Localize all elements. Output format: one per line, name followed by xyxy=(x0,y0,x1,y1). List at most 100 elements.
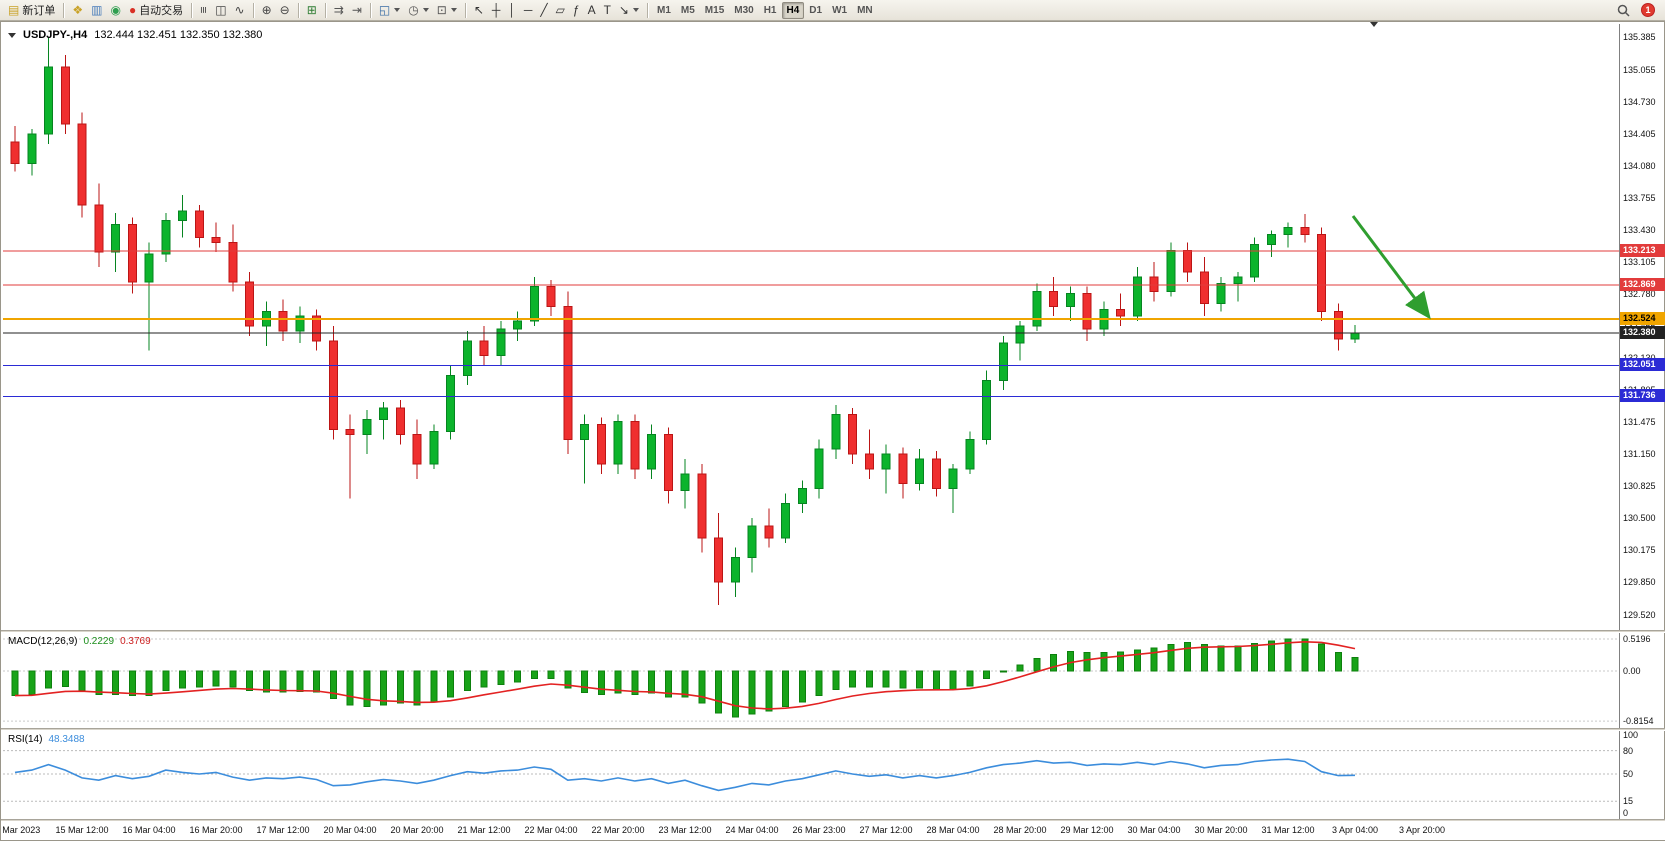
fibonacci-icon[interactable]: ƒ xyxy=(572,3,580,17)
tile-windows-icon[interactable]: ⊞ xyxy=(306,3,317,17)
price-axis[interactable]: 135.385 135.055 134.730 134.405 134.080 133.7… xyxy=(1619,24,1665,630)
bar-chart-icon[interactable]: ≡ xyxy=(196,6,211,14)
macd-signal-value: 0.3769 xyxy=(120,636,151,647)
time-label: 23 Mar 12:00 xyxy=(658,825,712,835)
notification-badge[interactable]: 1 xyxy=(1641,3,1655,17)
price-tick-label: 129.520 xyxy=(1623,609,1656,620)
new-order-button[interactable]: ▤ 新订单 xyxy=(8,3,56,17)
toolbar-separator xyxy=(646,2,648,18)
line-chart-icon[interactable]: ∿ xyxy=(234,3,245,17)
timeframe-h4[interactable]: H4 xyxy=(781,1,805,19)
candles-layer xyxy=(10,37,1360,605)
price-tick-label: 133.105 xyxy=(1623,256,1656,267)
rsi-scale-label: 50 xyxy=(1623,769,1634,779)
zoom-out-icon[interactable]: ⊖ xyxy=(279,3,290,17)
price-tick-label: 135.385 xyxy=(1623,32,1656,42)
timeframe-m15[interactable]: M15 xyxy=(704,4,725,16)
timeframe-w1[interactable]: W1 xyxy=(832,4,848,16)
timeframe-h1[interactable]: H1 xyxy=(763,4,777,16)
timeframe-m1[interactable]: M1 xyxy=(656,4,671,16)
price-chart[interactable] xyxy=(3,24,1619,630)
time-label: 15 Mar 12:00 xyxy=(55,825,109,835)
time-label: 22 Mar 20:00 xyxy=(591,825,645,835)
templates-button[interactable]: ⊡ xyxy=(433,1,461,19)
time-axis[interactable]: 14 Mar 2023 15 Mar 12:00 16 Mar 04:00 16 Ma… xyxy=(0,822,1665,840)
macd-histogram xyxy=(11,638,1359,718)
chart-shift-icon[interactable]: ⇥ xyxy=(351,3,362,17)
price-tick-label: 130.175 xyxy=(1623,545,1656,556)
rsi-label: RSI(14) 48.3488 xyxy=(8,734,85,745)
time-label: 29 Mar 12:00 xyxy=(1060,825,1114,835)
rsi-line xyxy=(14,758,1356,792)
text-icon[interactable]: A xyxy=(587,3,596,17)
time-label: 3 Apr 20:00 xyxy=(1398,825,1446,835)
ohlc-values: 132.444 132.451 132.350 132.380 xyxy=(94,29,263,41)
rsi-chart[interactable] xyxy=(3,731,1619,819)
price-level-tag: 133.213 xyxy=(1620,243,1665,257)
price-tick-label: 133.755 xyxy=(1623,192,1656,203)
time-label: 30 Mar 20:00 xyxy=(1194,825,1248,835)
price-tick-label: 130.825 xyxy=(1623,481,1656,492)
time-label: 17 Mar 12:00 xyxy=(256,825,310,835)
toolbar-separator xyxy=(191,2,193,18)
panel-separator[interactable] xyxy=(1,630,1665,633)
signals-icon[interactable]: ◉ xyxy=(110,3,121,17)
trendline-icon[interactable]: ╱ xyxy=(540,3,548,17)
search-button[interactable] xyxy=(1613,1,1634,19)
time-label: 22 Mar 04:00 xyxy=(524,825,578,835)
price-tick-label: 135.055 xyxy=(1623,64,1656,75)
periods-button[interactable]: ◷ xyxy=(404,1,432,19)
search-icon xyxy=(1617,4,1630,17)
price-level-tag: 132.524 xyxy=(1620,311,1665,325)
toolbar-separator xyxy=(63,2,65,18)
toolbar-right: 1 xyxy=(1613,1,1661,19)
time-label: 24 Mar 04:00 xyxy=(725,825,779,835)
price-tick-label: 132.780 xyxy=(1623,288,1656,299)
timeframe-d1[interactable]: D1 xyxy=(809,4,823,16)
macd-main-value: 0.2229 xyxy=(83,636,115,647)
label-icon[interactable]: T xyxy=(603,3,611,17)
panel-separator xyxy=(1,819,1665,822)
price-level-tag: 131.736 xyxy=(1620,389,1665,403)
time-label: 14 Mar 2023 xyxy=(0,825,41,835)
data-window-icon[interactable]: ▥ xyxy=(91,3,103,17)
rsi-value: 48.3488 xyxy=(48,734,85,745)
macd-scale-label: 0.00 xyxy=(1623,666,1641,676)
time-label: 28 Mar 04:00 xyxy=(926,825,980,835)
timeframe-m30[interactable]: M30 xyxy=(734,4,754,16)
auto-scroll-icon[interactable]: ⇉ xyxy=(333,3,344,17)
autotrading-button[interactable]: ● 自动交易 xyxy=(128,3,184,17)
chart-window: USDJPY-,H4 132.444 132.451 132.350 132.3… xyxy=(0,21,1665,841)
zoom-in-icon[interactable]: ⊕ xyxy=(261,3,272,17)
candlestick-chart-icon[interactable]: ◫ xyxy=(215,3,227,17)
price-tick-label: 131.150 xyxy=(1623,449,1656,460)
time-label: 28 Mar 20:00 xyxy=(993,825,1047,835)
price-tick-label: 131.475 xyxy=(1623,417,1656,428)
price-tick-label: 134.405 xyxy=(1623,128,1656,139)
new-chart-button[interactable]: ◱ xyxy=(375,1,404,19)
macd-axis[interactable]: 0.5196 0.00 -0.8154 xyxy=(1619,633,1664,728)
trend-arrow-annotation[interactable] xyxy=(1351,215,1431,320)
cursor-icon[interactable]: ↖ xyxy=(473,3,484,17)
arrows-icon[interactable]: ↘ xyxy=(615,1,643,19)
macd-label: MACD(12,26,9) 0.2229 0.3769 xyxy=(8,636,151,647)
timeframe-mn[interactable]: MN xyxy=(857,4,873,16)
price-tick-label: 130.500 xyxy=(1623,513,1656,524)
vertical-line-icon[interactable]: │ xyxy=(508,3,516,17)
rsi-scale-label: 15 xyxy=(1623,796,1634,807)
channel-icon[interactable]: ▱ xyxy=(555,3,565,17)
rsi-axis[interactable]: 100 80 50 15 0 xyxy=(1619,730,1664,819)
macd-chart[interactable] xyxy=(3,633,1619,728)
symbol-period-label: USDJPY-,H4 xyxy=(23,29,88,41)
current-price-tag: 132.380 xyxy=(1620,325,1665,339)
crosshair-icon[interactable]: ┼ xyxy=(491,3,501,17)
chart-profiles-icon[interactable]: ❖ xyxy=(72,3,84,17)
horizontal-line-icon[interactable]: ─ xyxy=(523,3,533,17)
timeframe-m5[interactable]: M5 xyxy=(680,4,695,16)
panel-separator[interactable] xyxy=(1,728,1665,731)
chart-shift-marker-icon[interactable] xyxy=(1370,22,1378,45)
toolbar-separator xyxy=(324,2,326,18)
chart-menu-icon[interactable] xyxy=(8,32,16,38)
timeframe-group: M1 M5 M15 M30 H1 H4 D1 W1 MN xyxy=(652,1,878,19)
